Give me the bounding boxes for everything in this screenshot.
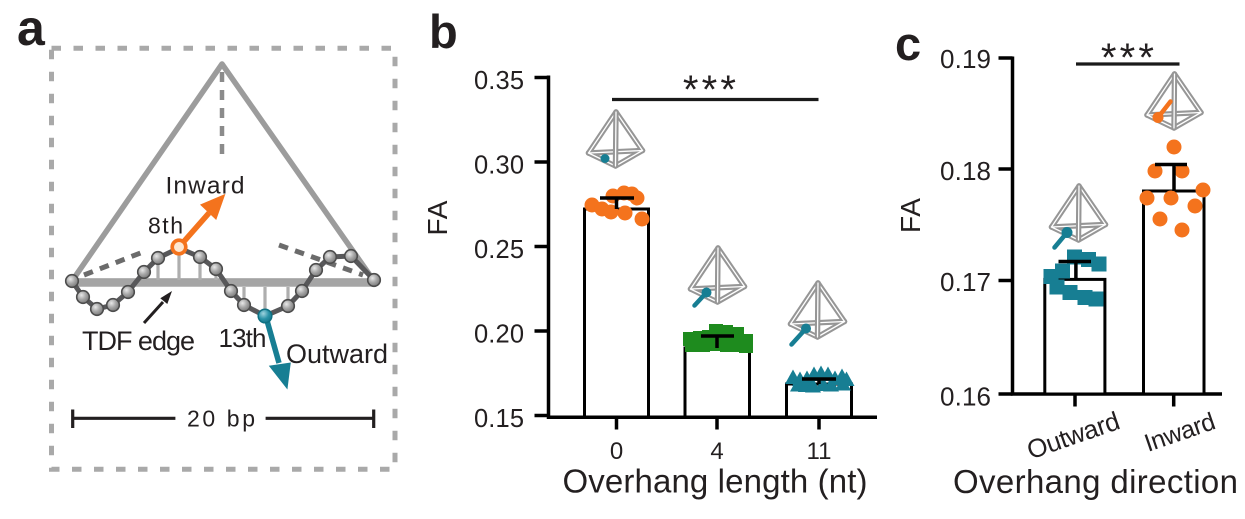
svg-text:a: a <box>17 0 46 56</box>
svg-text:11: 11 <box>807 438 832 465</box>
svg-text:4: 4 <box>710 438 723 465</box>
svg-text:0.16: 0.16 <box>940 382 991 412</box>
svg-text:0.15: 0.15 <box>474 405 524 433</box>
svg-text:b: b <box>429 5 458 58</box>
svg-text:Outward: Outward <box>286 339 388 369</box>
svg-text:FA: FA <box>422 200 453 235</box>
svg-text:Inward: Inward <box>166 173 245 200</box>
svg-text:0: 0 <box>610 438 623 465</box>
svg-text:0.18: 0.18 <box>940 156 991 186</box>
svg-text:Overhang direction: Overhang direction <box>953 463 1238 500</box>
svg-text:13th: 13th <box>219 323 267 353</box>
svg-text:***: *** <box>1101 36 1157 80</box>
svg-text:8th: 8th <box>148 213 183 239</box>
svg-text:0.25: 0.25 <box>474 236 524 264</box>
svg-text:0.35: 0.35 <box>474 67 524 95</box>
svg-text:0.19: 0.19 <box>940 44 991 74</box>
svg-text:0.30: 0.30 <box>474 152 524 180</box>
svg-text:TDF edge: TDF edge <box>82 326 195 356</box>
svg-text:0.17: 0.17 <box>940 267 991 297</box>
svg-text:***: *** <box>683 68 739 112</box>
svg-text:0.20: 0.20 <box>474 321 524 349</box>
svg-text:20 bp: 20 bp <box>187 406 255 432</box>
svg-text:c: c <box>895 17 921 70</box>
svg-text:Overhang length (nt): Overhang length (nt) <box>563 463 868 500</box>
svg-text:FA: FA <box>895 198 926 233</box>
